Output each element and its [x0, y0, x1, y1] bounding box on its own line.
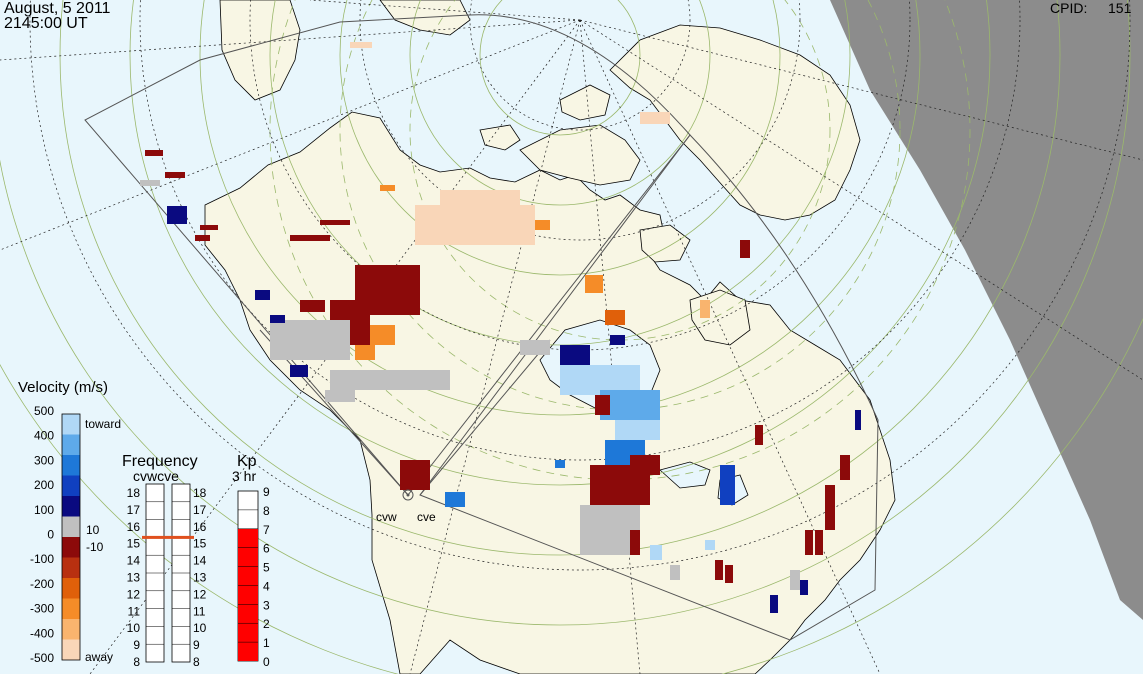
kp-subtitle: 3 hr — [232, 468, 256, 484]
velocity-tick: 500 — [34, 404, 54, 418]
frequency-tick-left: 12 — [127, 587, 141, 601]
cpid-value: 151 — [1108, 0, 1132, 16]
velocity-toward-label: toward — [85, 417, 121, 431]
frequency-tick-left: 9 — [133, 638, 140, 652]
kp-tick: 7 — [263, 523, 270, 537]
velocity-tick: -500 — [30, 651, 54, 665]
kp-tick: 1 — [263, 636, 270, 650]
radar-code-cvw: cvw — [376, 510, 397, 524]
kp-bar — [237, 490, 259, 662]
velocity-color-step — [62, 639, 80, 660]
backscatter-cells — [140, 42, 861, 613]
kp-tick: 0 — [263, 655, 270, 669]
frequency-bars — [142, 483, 194, 663]
velocity-color-step — [62, 434, 80, 455]
frequency-tick-right: 11 — [193, 604, 206, 618]
frequency-tick-left: 10 — [127, 621, 141, 635]
time-label: 2145:00 UT — [4, 15, 88, 32]
velocity-tick: 100 — [34, 503, 54, 517]
velocity-tick: 200 — [34, 478, 54, 492]
frequency-tick-right: 12 — [193, 587, 207, 601]
date-label: August, 5 2011 — [4, 0, 111, 17]
kp-bar-fill — [238, 528, 258, 661]
kp-tick-labels: 9 8 7 6 5 4 3 2 1 0 — [263, 485, 270, 669]
frequency-tick-right: 18 — [193, 486, 207, 500]
velocity-tick: -300 — [30, 602, 54, 616]
velocity-color-step — [62, 557, 80, 578]
night-region — [830, 0, 1143, 620]
radar-site-marker — [402, 489, 414, 501]
frequency-tick-left: 11 — [128, 604, 141, 618]
kp-tick: 5 — [263, 561, 270, 575]
frequency-tick-right: 13 — [193, 571, 207, 585]
frequency-subtitle: cvwcve — [133, 468, 179, 484]
velocity-color-step — [62, 578, 80, 599]
velocity-tick: -400 — [30, 626, 54, 640]
kp-tick: 3 — [263, 598, 270, 612]
kp-tick: 2 — [263, 617, 270, 631]
frequency-tick-right: 16 — [193, 520, 207, 534]
radar-code-cve: cve — [417, 510, 436, 524]
frequency-title: Frequency — [122, 453, 198, 470]
kp-tick: 9 — [263, 485, 270, 499]
velocity-tick: -100 — [30, 552, 54, 566]
velocity-tick: -200 — [30, 577, 54, 591]
frequency-tick-left: 14 — [127, 554, 141, 568]
velocity-bar-frame — [61, 413, 81, 661]
frequency-tick-right: 9 — [193, 638, 200, 652]
velocity-color-bar — [61, 413, 81, 661]
kp-tick: 4 — [263, 579, 270, 593]
frequency-tick-right: 10 — [193, 621, 207, 635]
frequency-tick-left: 17 — [127, 503, 141, 517]
cpid-label: CPID: — [1050, 0, 1088, 16]
velocity-tick: 400 — [34, 429, 54, 443]
kp-tick: 6 — [263, 542, 270, 556]
velocity-color-step — [62, 598, 80, 619]
frequency-marker — [142, 535, 168, 539]
great-lakes — [659, 461, 711, 489]
velocity-gs-lower: -10 — [86, 540, 104, 554]
frequency-tick-left: 13 — [127, 571, 141, 585]
frequency-tick-left: 8 — [133, 655, 140, 669]
velocity-color-step — [62, 414, 80, 435]
velocity-tick-labels: 500 400 300 200 100 0 -100 -200 -300 -400 -500 — [30, 404, 54, 665]
frequency-tick-right: 15 — [193, 537, 207, 551]
velocity-color-step — [62, 537, 80, 558]
frequency-tick-left: 16 — [127, 520, 141, 534]
velocity-away-label: away — [85, 650, 113, 664]
frequency-tick-left: 15 — [127, 537, 141, 551]
frequency-tick-right: 17 — [193, 503, 207, 517]
velocity-tick: 300 — [34, 453, 54, 467]
frequency-tick-right: 8 — [193, 655, 200, 669]
velocity-gs-upper: 10 — [86, 523, 100, 537]
velocity-color-step — [62, 619, 80, 640]
velocity-scale-title: Velocity (m/s) — [18, 379, 108, 396]
frequency-tick-labels: 18 18 17 17 16 16 15 15 14 14 13 13 12 12 11 11 10 10 9 9 8 8 — [127, 486, 207, 669]
velocity-color-step — [62, 496, 80, 517]
velocity-tick: 0 — [47, 528, 54, 542]
velocity-color-step — [62, 475, 80, 496]
kp-title: Kp — [237, 453, 257, 470]
frequency-tick-left: 18 — [127, 486, 141, 500]
kp-tick: 8 — [263, 504, 270, 518]
frequency-marker — [168, 535, 194, 539]
landmass — [204, 0, 896, 674]
velocity-color-step — [62, 455, 80, 476]
velocity-color-step — [62, 516, 80, 537]
frequency-tick-right: 14 — [193, 554, 207, 568]
